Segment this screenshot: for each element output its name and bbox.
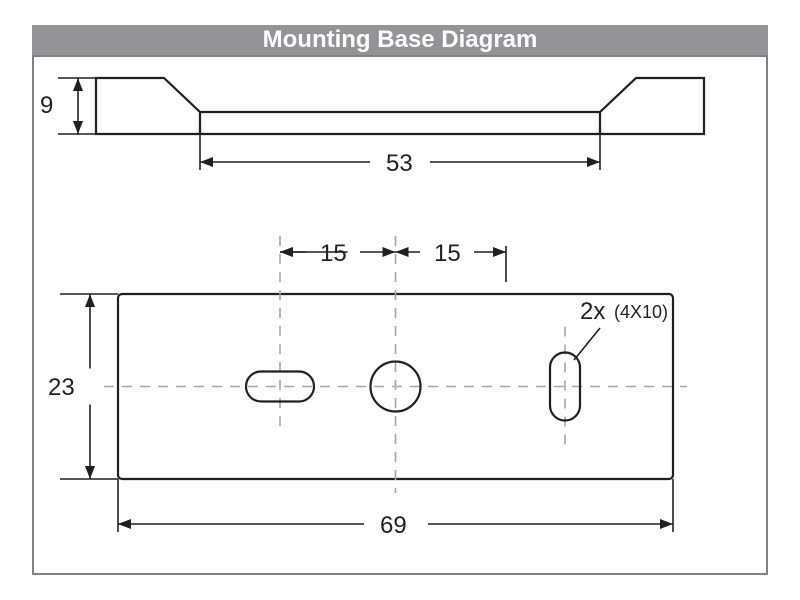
dim-15-right-label: 15 (434, 240, 461, 268)
dim-69-label: 69 (380, 512, 407, 540)
dim-15-left-label: 15 (320, 240, 347, 268)
callout-main-label: 2x (580, 298, 605, 326)
side-view-outline (96, 78, 704, 134)
diagram-canvas: Mounting Base Diagram 953236915152x(4X10… (0, 0, 800, 600)
callout-leader (574, 328, 600, 360)
dim-53-label: 53 (386, 150, 413, 178)
drawing-svg (0, 0, 800, 600)
dim-23-label: 23 (48, 374, 75, 402)
callout-sub-label: (4X10) (614, 302, 668, 323)
dim-9-label: 9 (40, 92, 53, 120)
